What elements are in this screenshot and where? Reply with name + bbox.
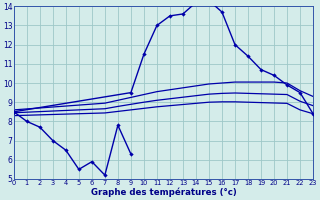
X-axis label: Graphe des températures (°c): Graphe des températures (°c) [91, 188, 236, 197]
